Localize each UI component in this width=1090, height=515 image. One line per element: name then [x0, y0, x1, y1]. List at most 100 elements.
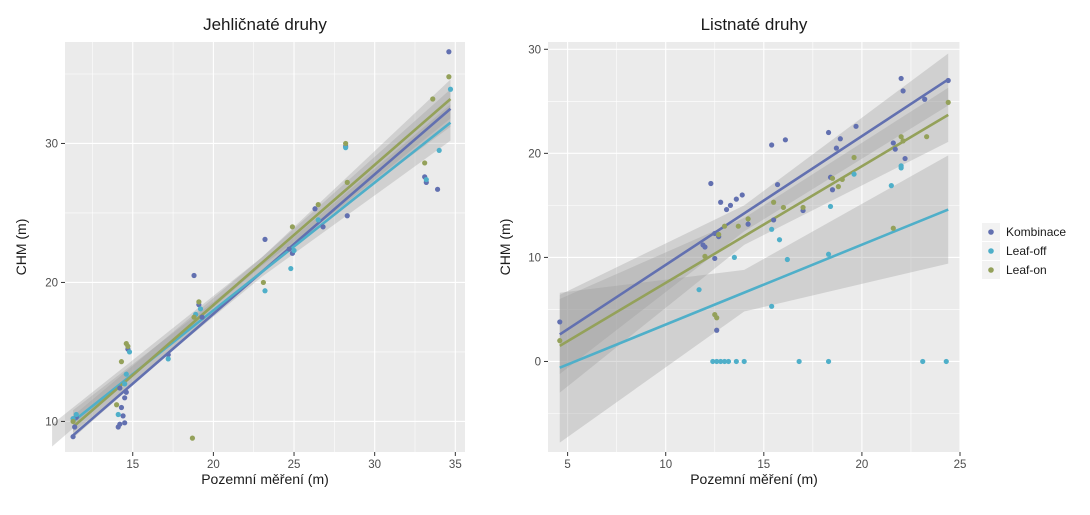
panel-listnate: Listnaté druhy 5 10 15 20 25 0 10 20 30 Pozemní…: [497, 15, 966, 487]
data-point-kombinace: [922, 96, 928, 102]
data-point-leaf-off: [288, 265, 294, 272]
x-tick-label: 15: [126, 459, 139, 471]
data-point-leaf-off: [888, 183, 894, 189]
data-point-leaf-off: [731, 254, 737, 261]
data-point-kombinace: [745, 221, 751, 227]
data-point-kombinace: [774, 181, 781, 188]
x-tick-label: 25: [288, 459, 301, 471]
data-point-kombinace: [72, 424, 78, 430]
legend-label: Kombinace: [1006, 225, 1066, 239]
data-point-kombinace: [739, 192, 745, 198]
data-point-kombinace: [837, 136, 843, 142]
data-point-leaf-off: [126, 349, 133, 355]
confidence-band-kombinace: [559, 53, 949, 374]
data-point-leaf-on: [114, 402, 120, 408]
data-point-leaf-on: [446, 74, 452, 80]
data-point-leaf-on: [557, 338, 563, 344]
data-point-leaf-off: [165, 356, 171, 362]
data-point-kombinace: [123, 389, 129, 395]
data-point-kombinace: [120, 413, 126, 419]
y-tick-labels: 10 20 30: [45, 138, 65, 428]
data-point-leaf-off: [696, 287, 702, 293]
y-tick-label: 10: [528, 252, 541, 264]
data-point-leaf-on: [702, 253, 708, 259]
data-point-leaf-on: [118, 359, 125, 365]
data-point-leaf-off: [436, 147, 442, 154]
x-tick-label: 15: [757, 459, 770, 471]
data-point-kombinace: [712, 255, 718, 262]
data-point-leaf-on: [898, 134, 904, 140]
confidence-band-leaf-on: [73, 79, 451, 439]
grid: [65, 42, 465, 452]
data-point-leaf-off: [721, 358, 728, 365]
data-point-leaf-on: [835, 184, 841, 190]
data-point-kombinace: [723, 206, 730, 213]
x-tick-label: 5: [564, 459, 570, 471]
confidence-bands: [559, 53, 949, 443]
data-point-leaf-off: [73, 411, 79, 418]
data-point-leaf-on: [780, 204, 787, 211]
regression-line-leaf-on: [72, 98, 452, 428]
data-point-leaf-on: [924, 134, 930, 140]
data-point-kombinace: [769, 142, 775, 148]
data-point-leaf-on: [771, 199, 777, 205]
x-tick-labels: 15 20 25 30 35: [126, 452, 462, 471]
data-point-leaf-on: [189, 435, 196, 441]
data-point-leaf-off: [796, 358, 802, 365]
data-point-leaf-off: [115, 411, 121, 418]
chart-title: Jehličnaté druhy: [203, 15, 327, 34]
data-point-leaf-off: [714, 358, 720, 365]
legend-swatch-leaf-off: [988, 248, 994, 254]
data-point-kombinace: [890, 140, 896, 146]
legend-swatch-leaf-on: [988, 267, 994, 273]
data-point-leaf-on: [945, 99, 951, 105]
x-tick-labels: 5 10 15 20 25: [564, 452, 966, 471]
data-point-leaf-on: [714, 315, 720, 321]
data-point-leaf-off: [943, 358, 949, 365]
data-point-kombinace: [892, 146, 898, 152]
data-point-kombinace: [733, 196, 739, 202]
data-point-kombinace: [117, 421, 123, 427]
data-point-leaf-on: [343, 140, 349, 147]
x-tick-label: 20: [207, 459, 220, 471]
data-point-leaf-on: [430, 96, 436, 102]
legend: Kombinace Leaf-off Leaf-on: [982, 223, 1066, 279]
data-point-kombinace: [446, 49, 452, 55]
y-axis-title: CHM (m): [13, 219, 29, 276]
data-point-leaf-off: [291, 247, 297, 254]
data-point-leaf-on: [735, 223, 741, 229]
data-points: [70, 49, 454, 441]
data-point-kombinace: [714, 327, 720, 333]
regression-line-leaf-on: [559, 113, 949, 347]
panel-jehlicnate: Jehličnaté druhy 15 20 25 30 35 10 20 30 Pozem…: [13, 15, 465, 487]
x-tick-label: 10: [659, 459, 672, 471]
data-point-leaf-on: [839, 176, 845, 182]
data-point-leaf-on: [125, 343, 131, 349]
data-point-leaf-off: [784, 256, 790, 263]
data-point-leaf-on: [721, 223, 728, 229]
data-point-leaf-on: [191, 314, 197, 320]
regression-line-leaf-off: [559, 208, 949, 369]
data-point-kombinace: [312, 206, 318, 212]
data-point-leaf-off: [197, 306, 204, 312]
data-point-kombinace: [853, 123, 859, 129]
data-point-kombinace: [833, 145, 840, 151]
data-point-leaf-off: [741, 358, 747, 365]
data-point-kombinace: [900, 88, 906, 94]
data-point-leaf-off: [423, 176, 429, 183]
data-point-kombinace: [702, 244, 708, 250]
data-point-kombinace: [557, 319, 563, 325]
data-point-leaf-off: [769, 303, 775, 309]
x-axis-title: Pozemní měření (m): [690, 471, 818, 487]
data-point-leaf-on: [900, 138, 906, 144]
data-point-leaf-on: [890, 225, 896, 231]
data-point-kombinace: [712, 230, 718, 237]
data-point-leaf-off: [827, 203, 834, 210]
confidence-band-leaf-off: [559, 155, 949, 443]
chart-title: Listnaté druhy: [701, 15, 808, 34]
data-point-kombinace: [718, 199, 724, 205]
data-point-leaf-on: [315, 202, 321, 208]
y-tick-label: 0: [535, 356, 541, 368]
regression-line-kombinace: [559, 78, 949, 336]
